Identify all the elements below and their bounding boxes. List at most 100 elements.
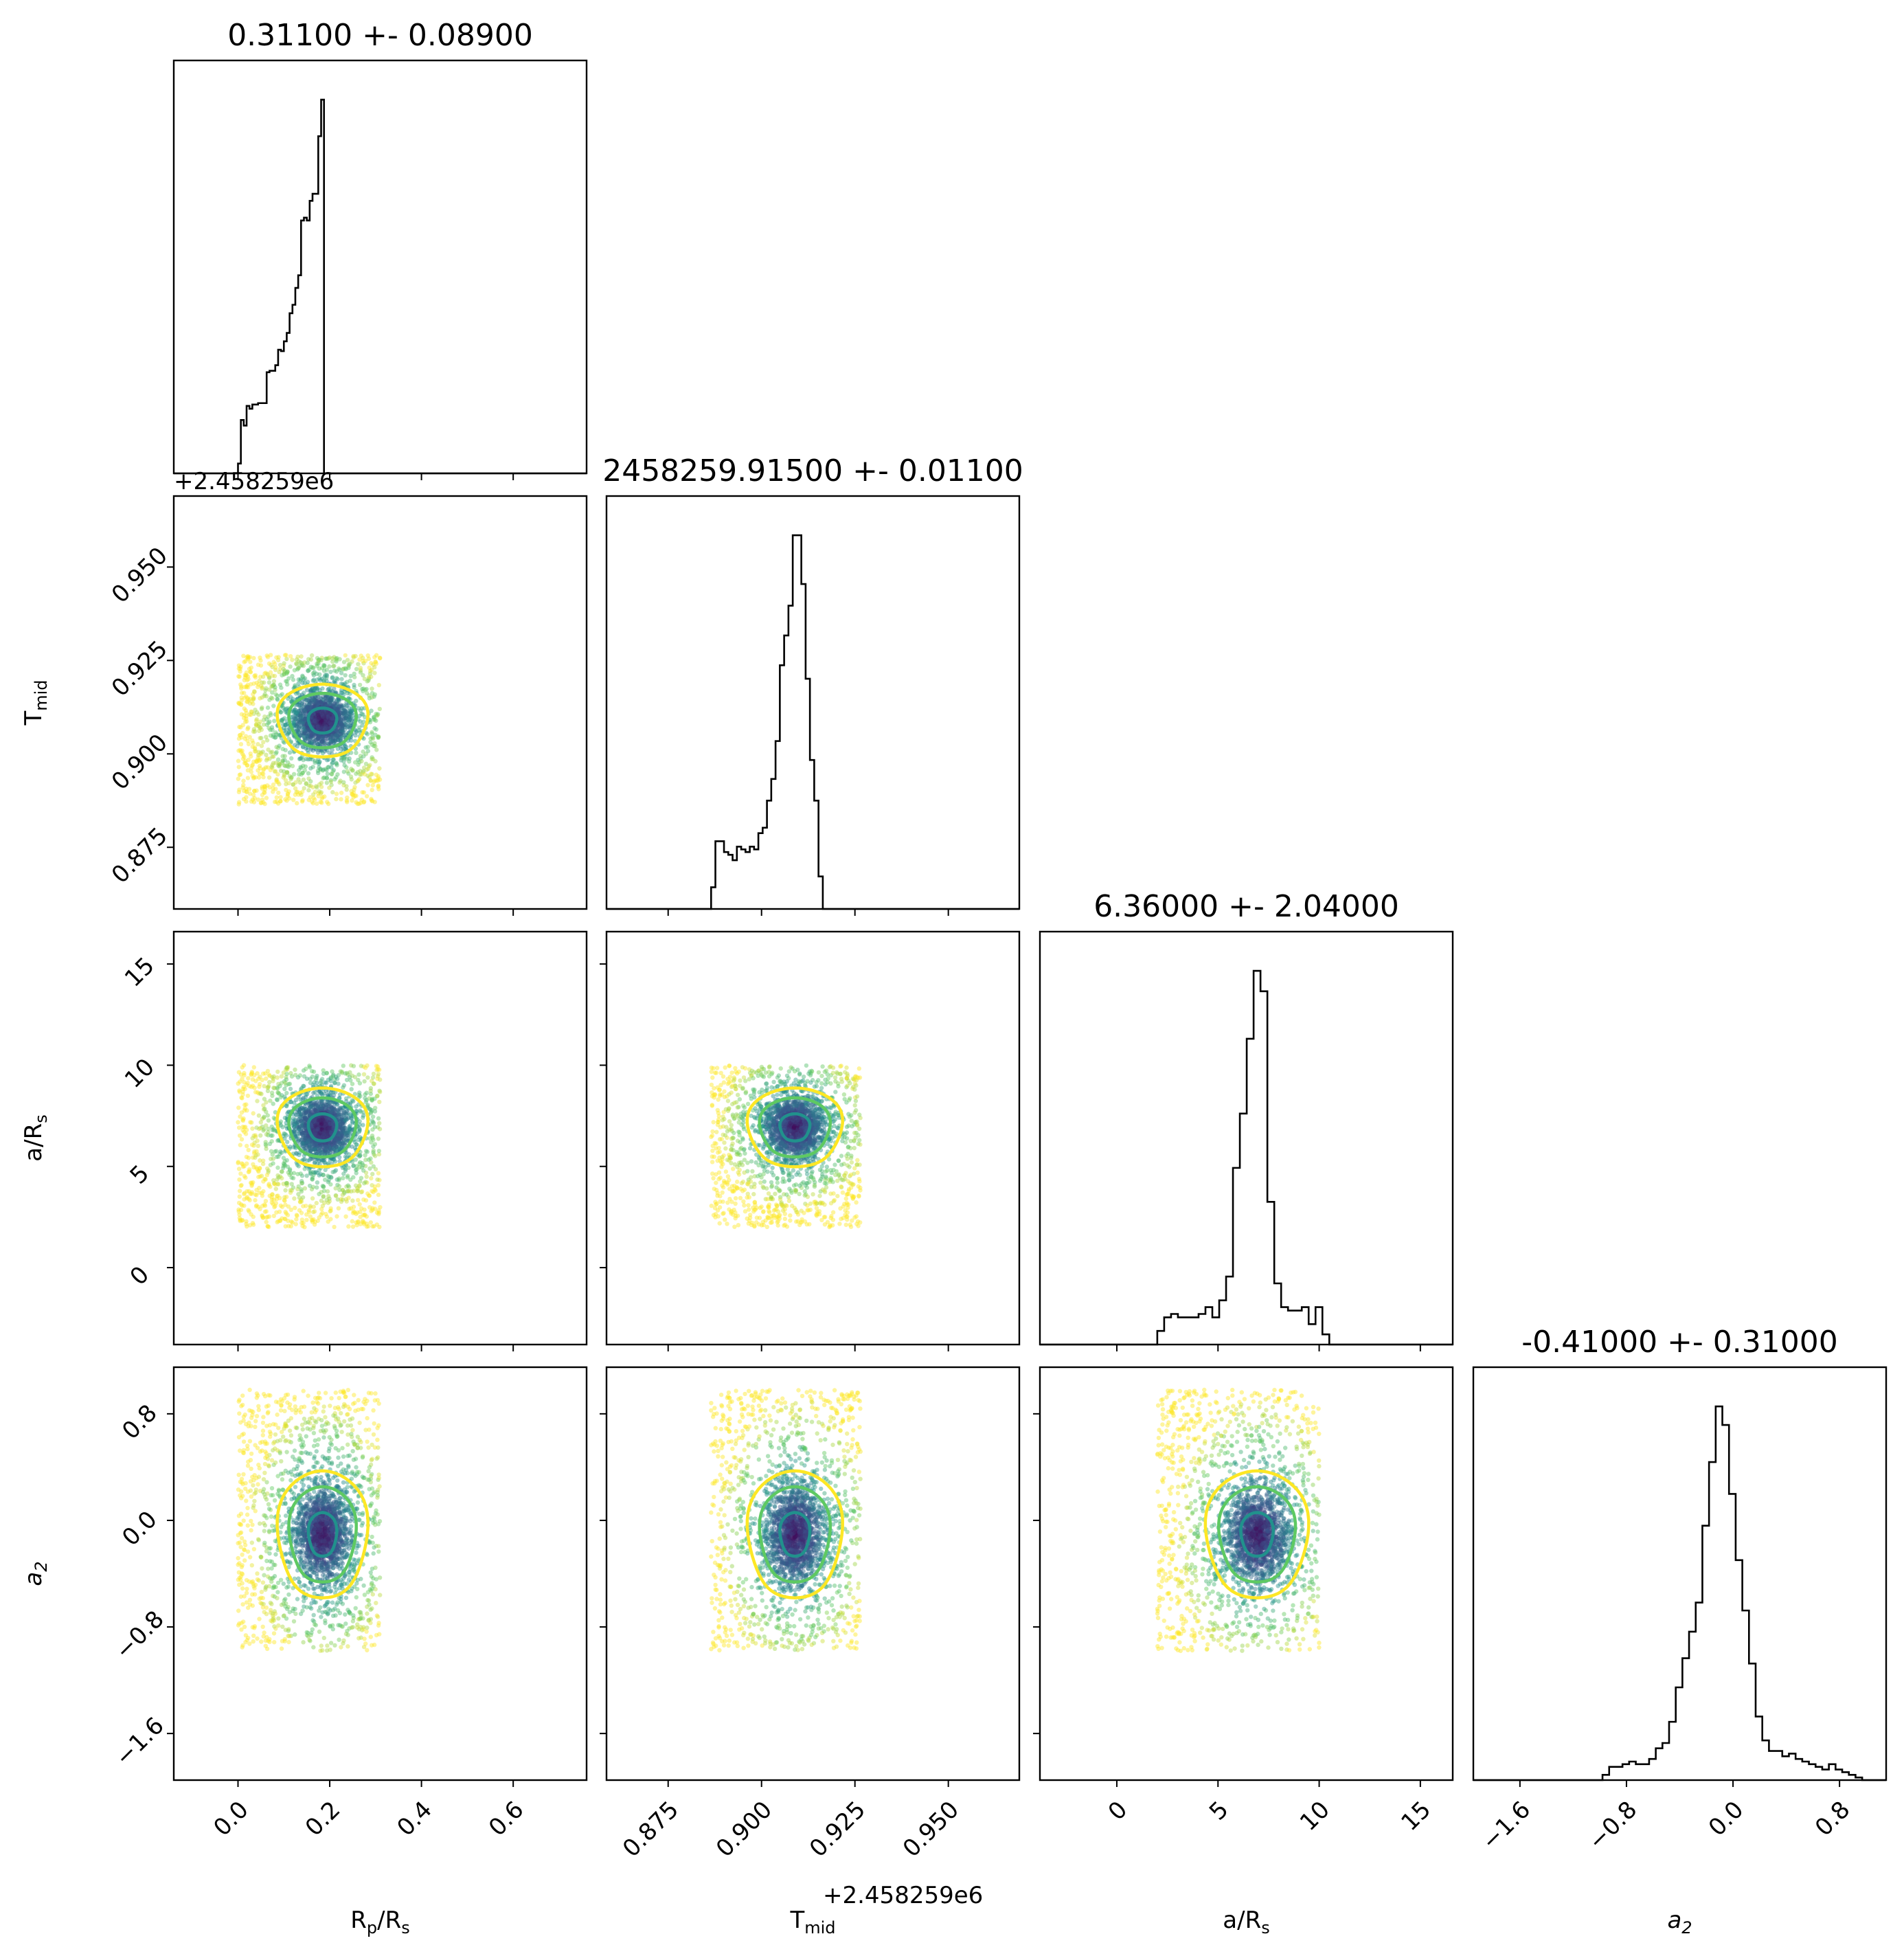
scatter-point: [267, 675, 272, 679]
scatter-point: [307, 667, 312, 672]
scatter-point: [276, 655, 281, 660]
scatter-point: [251, 729, 256, 734]
y-ticklabel: 0.925: [106, 636, 173, 702]
scatter-point: [269, 1133, 273, 1138]
scatter-point: [264, 796, 269, 800]
scatter-point: [370, 1075, 376, 1080]
scatter-point: [341, 1125, 346, 1131]
scatter-point: [264, 752, 269, 757]
scatter-point: [348, 1177, 353, 1182]
scatter-point: [313, 797, 317, 802]
scatter-point: [298, 1171, 303, 1176]
scatter-point: [274, 1097, 280, 1102]
scatter-point: [356, 776, 362, 782]
scatter-point: [350, 1073, 354, 1078]
scatter-point: [314, 1200, 319, 1206]
scatter-point: [257, 1081, 262, 1087]
scatter-point: [263, 671, 269, 675]
scatter-point: [316, 726, 321, 731]
scatter-point: [353, 1183, 359, 1188]
scatter-point: [284, 1180, 289, 1186]
scatter-point: [274, 745, 279, 750]
scatter-point: [327, 785, 332, 790]
scatter-point: [343, 653, 348, 658]
scatter-point: [361, 790, 367, 795]
scatter-point: [326, 715, 331, 720]
scatter-point: [362, 799, 367, 805]
scatter-point: [312, 1080, 317, 1085]
scatter-point: [367, 693, 372, 698]
scatter-point: [350, 1144, 354, 1149]
scatter-point: [247, 1209, 251, 1214]
scatter-point: [249, 754, 253, 759]
scatter-point: [247, 1223, 253, 1228]
scatter-point: [238, 702, 244, 708]
scatter-point: [237, 724, 242, 730]
scatter-point: [308, 1171, 313, 1176]
scatter-point: [280, 692, 284, 697]
scatter-point: [363, 752, 368, 756]
scatter-point: [323, 1167, 328, 1173]
scatter-point: [297, 780, 303, 785]
scatter-point: [343, 673, 348, 678]
scatter-point: [324, 695, 328, 700]
scatter-point: [240, 1162, 245, 1167]
scatter-point: [366, 1193, 372, 1198]
scatter-point: [284, 1090, 289, 1096]
scatter-point: [261, 1189, 266, 1194]
scatter-point: [365, 1075, 370, 1080]
scatter-point: [284, 787, 288, 793]
scatter-point: [339, 790, 344, 796]
scatter-point: [376, 1171, 381, 1176]
scatter-point: [300, 1224, 305, 1228]
scatter-point: [294, 1151, 299, 1156]
scatter-point: [269, 695, 274, 700]
scatter-point: [299, 792, 304, 798]
scatter-point: [253, 1134, 258, 1139]
scatter-point: [337, 1184, 342, 1189]
scatter-point: [343, 1096, 349, 1101]
scatter-point: [243, 734, 249, 739]
scatter-point: [252, 689, 257, 695]
scatter-point: [368, 1156, 373, 1161]
scatter-point: [271, 732, 275, 737]
scatter-point: [267, 1183, 271, 1188]
scatter-point: [244, 1195, 249, 1201]
scatter-point: [374, 1222, 379, 1227]
scatter-point: [376, 1116, 381, 1121]
scatter-point: [241, 796, 247, 802]
scatter-point: [317, 688, 322, 693]
scatter-point: [241, 1063, 247, 1068]
scatter-point: [273, 692, 278, 697]
scatter-point: [282, 1132, 288, 1136]
scatter-point: [350, 1198, 355, 1203]
scatter-point: [299, 711, 304, 717]
scatter-point: [343, 1214, 348, 1219]
scatter-point: [372, 671, 377, 675]
scatter-point: [265, 705, 271, 710]
scatter-point: [369, 798, 374, 803]
scatter-point: [264, 734, 269, 739]
scatter-point: [317, 1191, 321, 1197]
scatter-point: [347, 715, 352, 719]
scatter-point: [262, 801, 267, 807]
scatter-point: [342, 728, 347, 733]
scatter-point: [251, 741, 256, 745]
scatter-point: [361, 1072, 367, 1077]
scatter-point: [367, 668, 373, 673]
scatter-point: [300, 680, 305, 686]
scatter-point: [269, 712, 273, 717]
scatter-point: [356, 1072, 361, 1077]
scatter-point: [350, 791, 354, 796]
scatter-point: [237, 1133, 242, 1138]
scatter-point: [313, 724, 318, 729]
scatter-point: [243, 659, 248, 664]
scatter-point: [321, 714, 326, 719]
scatter-point: [271, 1213, 276, 1219]
scatter-point: [237, 772, 242, 778]
scatter-point: [261, 722, 267, 727]
scatter-point: [374, 1064, 379, 1068]
scatter-point: [340, 1192, 345, 1198]
scatter-point: [279, 718, 284, 723]
scatter-point: [330, 739, 335, 743]
